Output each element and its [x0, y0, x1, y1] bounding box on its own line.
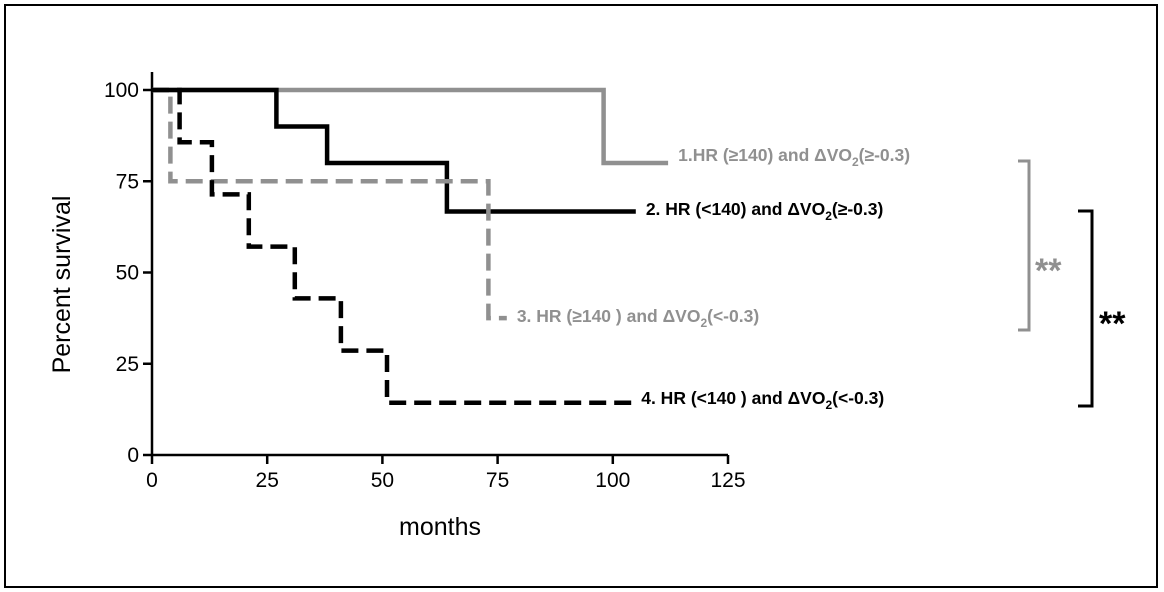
x-tick-label: 50 [371, 469, 394, 492]
series-label-2: 2. HR (<140) and ΔVO2(≥-0.3) [646, 199, 883, 223]
series-line-2 [152, 87, 636, 214]
y-tick-label: 0 [127, 444, 139, 467]
significance-label-1: ** [1035, 252, 1062, 290]
bracket-2-4 [1078, 209, 1094, 408]
x-tick-label: 100 [595, 469, 630, 492]
series-line-3 [152, 87, 507, 321]
significance-brackets: ** ** [1018, 159, 1126, 408]
series-group [152, 87, 669, 406]
y-axis-label: Percent survival [48, 196, 76, 374]
series-labels: 1.HR (≥140) and ΔVO2(≥-0.3) 2. HR (<140) … [517, 145, 910, 412]
x-tick-label: 75 [486, 469, 509, 492]
series-line-1 [152, 87, 669, 166]
y-tick-label: 50 [116, 262, 139, 285]
axes: 0 25 50 75 100 0 25 50 75 100 125 months Percent sur… [48, 72, 746, 541]
series-line-4 [152, 87, 632, 406]
y-tick-label: 100 [104, 79, 139, 102]
x-tick-label: 0 [146, 469, 158, 492]
series-label-4: 4. HR (<140 ) and ΔVO2(<-0.3) [641, 388, 884, 412]
x-tick-label: 125 [710, 469, 745, 492]
bracket-1-3 [1018, 159, 1031, 332]
y-tick-label: 75 [116, 170, 139, 193]
x-axis-label: months [399, 513, 481, 541]
figure-frame [4, 4, 1158, 588]
significance-label-2: ** [1099, 305, 1126, 343]
y-tick-label: 25 [116, 353, 139, 376]
x-tick-label: 25 [256, 469, 279, 492]
series-label-1: 1.HR (≥140) and ΔVO2(≥-0.3) [678, 145, 910, 169]
series-label-3: 3. HR (≥140 ) and ΔVO2(<-0.3) [517, 306, 759, 330]
